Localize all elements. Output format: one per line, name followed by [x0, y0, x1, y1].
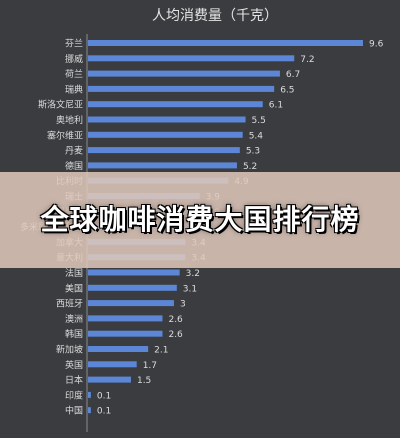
- bar: [88, 346, 149, 352]
- value-label: 9.6: [369, 40, 384, 50]
- category-label: 斯洛文尼亚: [38, 99, 83, 111]
- bar: [88, 116, 246, 123]
- title-banner: 全球咖啡消费大国排行榜: [0, 172, 400, 268]
- bar: [88, 391, 91, 398]
- category-label: 美国: [65, 282, 83, 294]
- category-label: 德国: [65, 160, 83, 172]
- category-label: 芬兰: [65, 38, 83, 50]
- value-label: 5.4: [249, 131, 264, 141]
- bar: [88, 376, 131, 383]
- bar: [88, 330, 163, 337]
- banner-title: 全球咖啡消费大国排行榜: [40, 203, 360, 236]
- bar: [88, 40, 363, 46]
- category-label: 法国: [65, 267, 83, 279]
- bar: [88, 162, 237, 169]
- category-label: 奥地利: [56, 114, 83, 126]
- value-label: 5.3: [246, 147, 260, 157]
- value-label: 7.2: [300, 55, 314, 65]
- category-label: 荷兰: [65, 68, 83, 80]
- value-label: 5.2: [243, 162, 257, 172]
- bar: [88, 315, 163, 322]
- bar: [88, 361, 137, 368]
- value-label: 3.2: [186, 269, 200, 279]
- bar: [88, 131, 243, 138]
- value-label: 5.5: [252, 116, 266, 126]
- category-label: 西班牙: [56, 298, 83, 310]
- category-label: 丹麦: [65, 145, 83, 157]
- bar: [88, 70, 280, 77]
- value-label: 6.1: [269, 101, 283, 111]
- value-label: 0.1: [97, 391, 111, 401]
- chart-title: 人均消费量（千克）: [152, 8, 278, 24]
- bar: [88, 55, 295, 62]
- category-label: 日本: [65, 374, 83, 386]
- value-label: 3: [180, 300, 186, 310]
- value-label: 1.5: [137, 376, 151, 386]
- value-label: 0.1: [97, 407, 111, 417]
- value-label: 2.1: [154, 346, 168, 356]
- category-label: 挪威: [65, 53, 83, 65]
- bar: [88, 269, 180, 276]
- bar: [88, 407, 91, 414]
- value-label: 2.6: [168, 330, 183, 340]
- category-label: 印度: [65, 389, 83, 401]
- bar: [88, 85, 275, 92]
- category-label: 瑞典: [65, 83, 83, 95]
- category-label: 韩国: [65, 328, 83, 340]
- value-label: 2.6: [168, 315, 183, 325]
- bar: [88, 284, 177, 291]
- category-label: 塞尔维亚: [47, 129, 83, 141]
- value-label: 3.1: [183, 284, 197, 294]
- bar: [88, 101, 263, 108]
- value-label: 1.7: [143, 361, 157, 371]
- value-label: 6.7: [286, 70, 300, 80]
- bar: [88, 300, 174, 307]
- bar: [88, 147, 240, 154]
- value-label: 6.5: [280, 85, 294, 95]
- category-label: 中国: [65, 405, 83, 417]
- category-label: 英国: [65, 359, 83, 371]
- category-label: 新加坡: [56, 344, 83, 356]
- category-label: 澳洲: [65, 313, 83, 325]
